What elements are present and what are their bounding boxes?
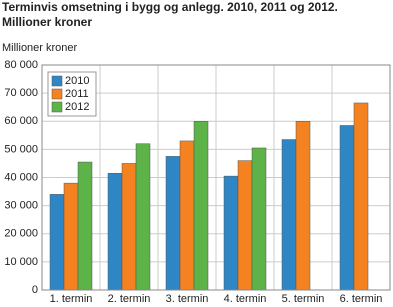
x-tick-label: 2. termin [108, 293, 151, 305]
x-tick-label: 1. termin [50, 293, 93, 305]
x-tick-label: 6. termin [340, 293, 383, 305]
y-tick-label: 60 000 [4, 115, 38, 127]
bar [63, 182, 79, 291]
y-tick-label: 0 [32, 284, 38, 296]
bar [339, 125, 355, 291]
y-tick-label: 70 000 [4, 87, 38, 99]
chart-subtitle: Millioner kroner [2, 15, 92, 29]
legend-label: 2011 [65, 88, 89, 100]
bar [165, 156, 181, 291]
bar [281, 139, 297, 291]
bar [179, 140, 195, 291]
bar [107, 173, 123, 291]
y-tick-label: 10 000 [4, 256, 38, 268]
bar [353, 102, 369, 291]
bar [237, 160, 253, 291]
y-tick-label: 80 000 [4, 59, 38, 71]
legend-label: 2010 [65, 75, 89, 87]
y-tick-label: 20 000 [4, 228, 38, 240]
chart-title: Terminvis omsetning i bygg og anlegg. 20… [2, 0, 338, 14]
legend-swatch [51, 75, 63, 87]
y-tick-label: 40 000 [4, 171, 38, 183]
y-tick-label: 30 000 [4, 200, 38, 212]
legend-label: 2012 [65, 101, 89, 113]
plot-frame [41, 64, 391, 291]
x-tick-label: 4. termin [224, 293, 267, 305]
x-tick-label: 5. termin [282, 293, 325, 305]
y-axis-label: Millioner kroner [2, 42, 78, 54]
bar [223, 175, 239, 291]
bar [135, 143, 151, 291]
bar [193, 121, 209, 291]
bar [295, 121, 311, 291]
legend-swatch [51, 101, 63, 113]
legend-swatch [51, 88, 63, 100]
bar [77, 161, 93, 291]
bar [251, 147, 267, 291]
y-tick-label: 50 000 [4, 143, 38, 155]
bar [121, 163, 137, 291]
bar [49, 194, 65, 291]
x-tick-label: 3. termin [166, 293, 209, 305]
